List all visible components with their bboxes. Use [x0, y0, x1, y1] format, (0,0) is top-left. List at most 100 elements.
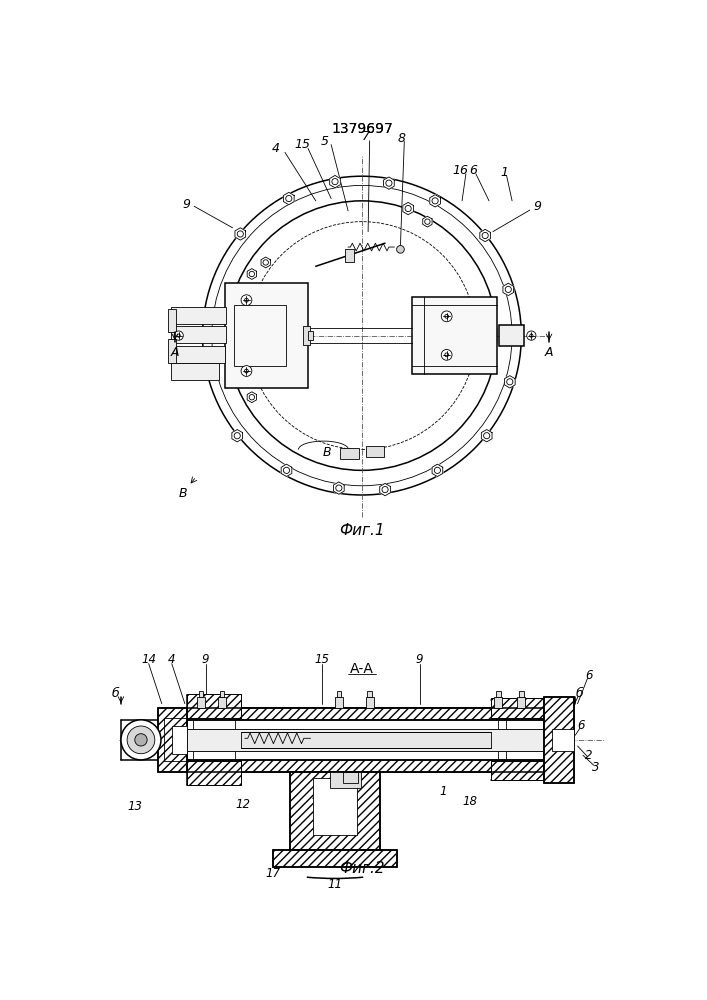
- Text: 3: 3: [592, 761, 599, 774]
- Text: 6: 6: [585, 669, 593, 682]
- Polygon shape: [480, 229, 491, 242]
- Text: 1: 1: [439, 785, 447, 798]
- Bar: [274, 850, 397, 867]
- Bar: [197, 697, 205, 708]
- Bar: [494, 697, 502, 708]
- Bar: [171, 326, 226, 343]
- Text: 5: 5: [312, 789, 320, 802]
- Bar: [491, 698, 544, 718]
- Bar: [225, 283, 308, 388]
- Text: 15: 15: [315, 653, 329, 666]
- Polygon shape: [481, 430, 492, 442]
- Bar: [187, 729, 544, 751]
- Bar: [518, 697, 525, 708]
- Bar: [164, 718, 187, 761]
- Text: 7: 7: [362, 130, 370, 143]
- Polygon shape: [505, 376, 515, 388]
- Text: 8: 8: [398, 132, 406, 145]
- Text: A: A: [170, 346, 179, 359]
- Text: 6: 6: [469, 164, 478, 177]
- Bar: [499, 325, 524, 346]
- Text: 2: 2: [585, 749, 593, 762]
- Polygon shape: [329, 175, 340, 188]
- Bar: [368, 691, 372, 697]
- Polygon shape: [503, 283, 513, 296]
- Circle shape: [397, 246, 404, 253]
- Bar: [496, 691, 501, 697]
- Bar: [187, 761, 241, 785]
- Bar: [171, 363, 218, 380]
- Text: 4: 4: [168, 653, 175, 666]
- Bar: [187, 761, 241, 785]
- Text: 13: 13: [127, 800, 142, 813]
- Text: 14: 14: [141, 653, 156, 666]
- Bar: [544, 697, 573, 783]
- Bar: [187, 708, 544, 720]
- Polygon shape: [380, 483, 390, 496]
- Bar: [491, 761, 544, 780]
- Circle shape: [127, 726, 155, 754]
- Polygon shape: [403, 202, 414, 215]
- Polygon shape: [423, 216, 432, 227]
- Bar: [335, 697, 343, 708]
- Bar: [412, 297, 497, 374]
- Bar: [491, 761, 544, 780]
- Text: B: B: [179, 487, 187, 500]
- Bar: [544, 697, 573, 783]
- Polygon shape: [232, 430, 243, 442]
- Text: 9: 9: [416, 653, 423, 666]
- Text: 17: 17: [266, 867, 281, 880]
- Bar: [345, 249, 354, 262]
- Bar: [303, 326, 310, 345]
- Text: 12: 12: [235, 798, 250, 811]
- Circle shape: [441, 311, 452, 322]
- Bar: [241, 732, 491, 748]
- Text: 16: 16: [452, 164, 469, 177]
- Text: 1379697: 1379697: [331, 122, 393, 136]
- Text: B: B: [323, 446, 332, 459]
- Bar: [172, 726, 187, 754]
- Bar: [274, 850, 397, 867]
- Text: 11: 11: [327, 878, 342, 891]
- Circle shape: [174, 331, 183, 340]
- Bar: [187, 760, 544, 772]
- Bar: [552, 729, 573, 751]
- Bar: [171, 346, 225, 363]
- Bar: [158, 708, 187, 772]
- Bar: [171, 307, 226, 324]
- Circle shape: [241, 295, 252, 306]
- Text: 9: 9: [182, 198, 190, 211]
- Text: 1: 1: [501, 166, 508, 179]
- Bar: [234, 305, 286, 366]
- Polygon shape: [284, 192, 294, 205]
- Polygon shape: [235, 228, 245, 240]
- Bar: [187, 694, 241, 718]
- Bar: [291, 772, 380, 850]
- Circle shape: [441, 349, 452, 360]
- Bar: [219, 691, 224, 697]
- Polygon shape: [247, 392, 257, 403]
- Bar: [330, 772, 361, 788]
- Bar: [366, 697, 373, 708]
- Bar: [187, 694, 241, 718]
- Bar: [366, 446, 385, 457]
- Bar: [187, 708, 544, 720]
- Text: 9: 9: [534, 200, 542, 213]
- Bar: [187, 760, 544, 772]
- Bar: [340, 448, 359, 459]
- Text: А‑А: А‑А: [350, 662, 374, 676]
- Polygon shape: [430, 195, 440, 207]
- Bar: [168, 309, 175, 332]
- Bar: [158, 708, 187, 772]
- Bar: [168, 339, 175, 363]
- Bar: [313, 778, 356, 835]
- Text: A: A: [545, 346, 554, 359]
- Bar: [343, 772, 358, 783]
- Polygon shape: [261, 257, 270, 268]
- Circle shape: [121, 720, 161, 760]
- Polygon shape: [281, 464, 292, 477]
- Bar: [291, 772, 380, 850]
- Bar: [519, 691, 524, 697]
- Bar: [337, 691, 341, 697]
- Circle shape: [527, 331, 536, 340]
